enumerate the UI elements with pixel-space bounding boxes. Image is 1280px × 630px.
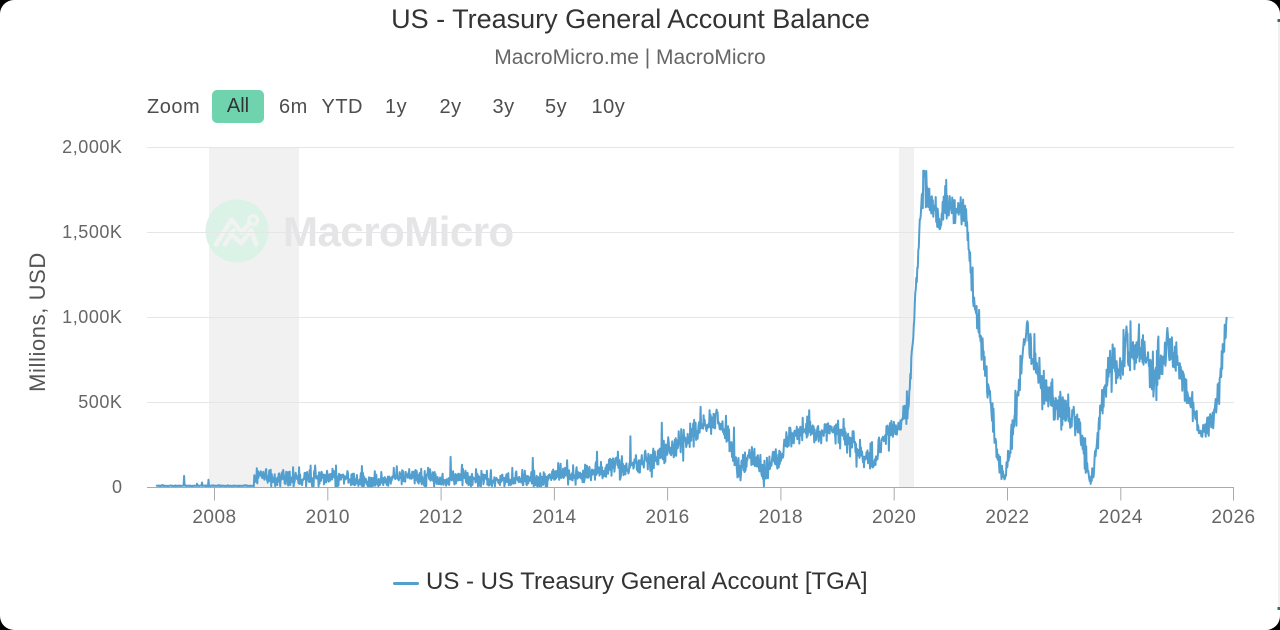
svg-text:2010: 2010	[306, 507, 350, 528]
svg-text:500K: 500K	[78, 392, 122, 412]
svg-text:2014: 2014	[532, 507, 576, 528]
svg-text:2008: 2008	[192, 507, 236, 528]
svg-text:1,000K: 1,000K	[62, 307, 122, 327]
svg-text:2026: 2026	[1211, 507, 1255, 528]
svg-text:MacroMicro: MacroMicro	[283, 208, 514, 255]
svg-text:2022: 2022	[985, 507, 1029, 528]
svg-text:2018: 2018	[759, 507, 803, 528]
svg-text:1,500K: 1,500K	[62, 222, 122, 242]
svg-text:2,000K: 2,000K	[62, 137, 122, 157]
svg-text:0: 0	[112, 477, 123, 497]
svg-text:2012: 2012	[419, 507, 463, 528]
svg-text:2020: 2020	[872, 507, 916, 528]
svg-text:2016: 2016	[645, 507, 689, 528]
svg-text:2024: 2024	[1099, 507, 1143, 528]
svg-text:Millions, USD: Millions, USD	[25, 252, 50, 392]
